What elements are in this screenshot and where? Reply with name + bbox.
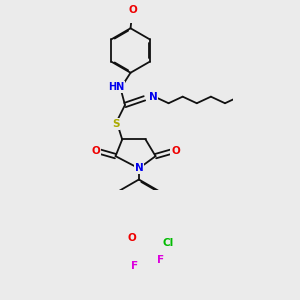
- Text: HN: HN: [108, 82, 124, 92]
- Text: O: O: [171, 146, 180, 156]
- Text: F: F: [131, 261, 139, 271]
- Text: O: O: [127, 233, 136, 243]
- Text: N: N: [149, 92, 158, 102]
- Text: S: S: [112, 119, 119, 129]
- Text: O: O: [129, 5, 138, 15]
- Text: O: O: [91, 146, 100, 156]
- Text: N: N: [134, 164, 143, 173]
- Text: Cl: Cl: [163, 238, 174, 248]
- Text: F: F: [157, 255, 164, 265]
